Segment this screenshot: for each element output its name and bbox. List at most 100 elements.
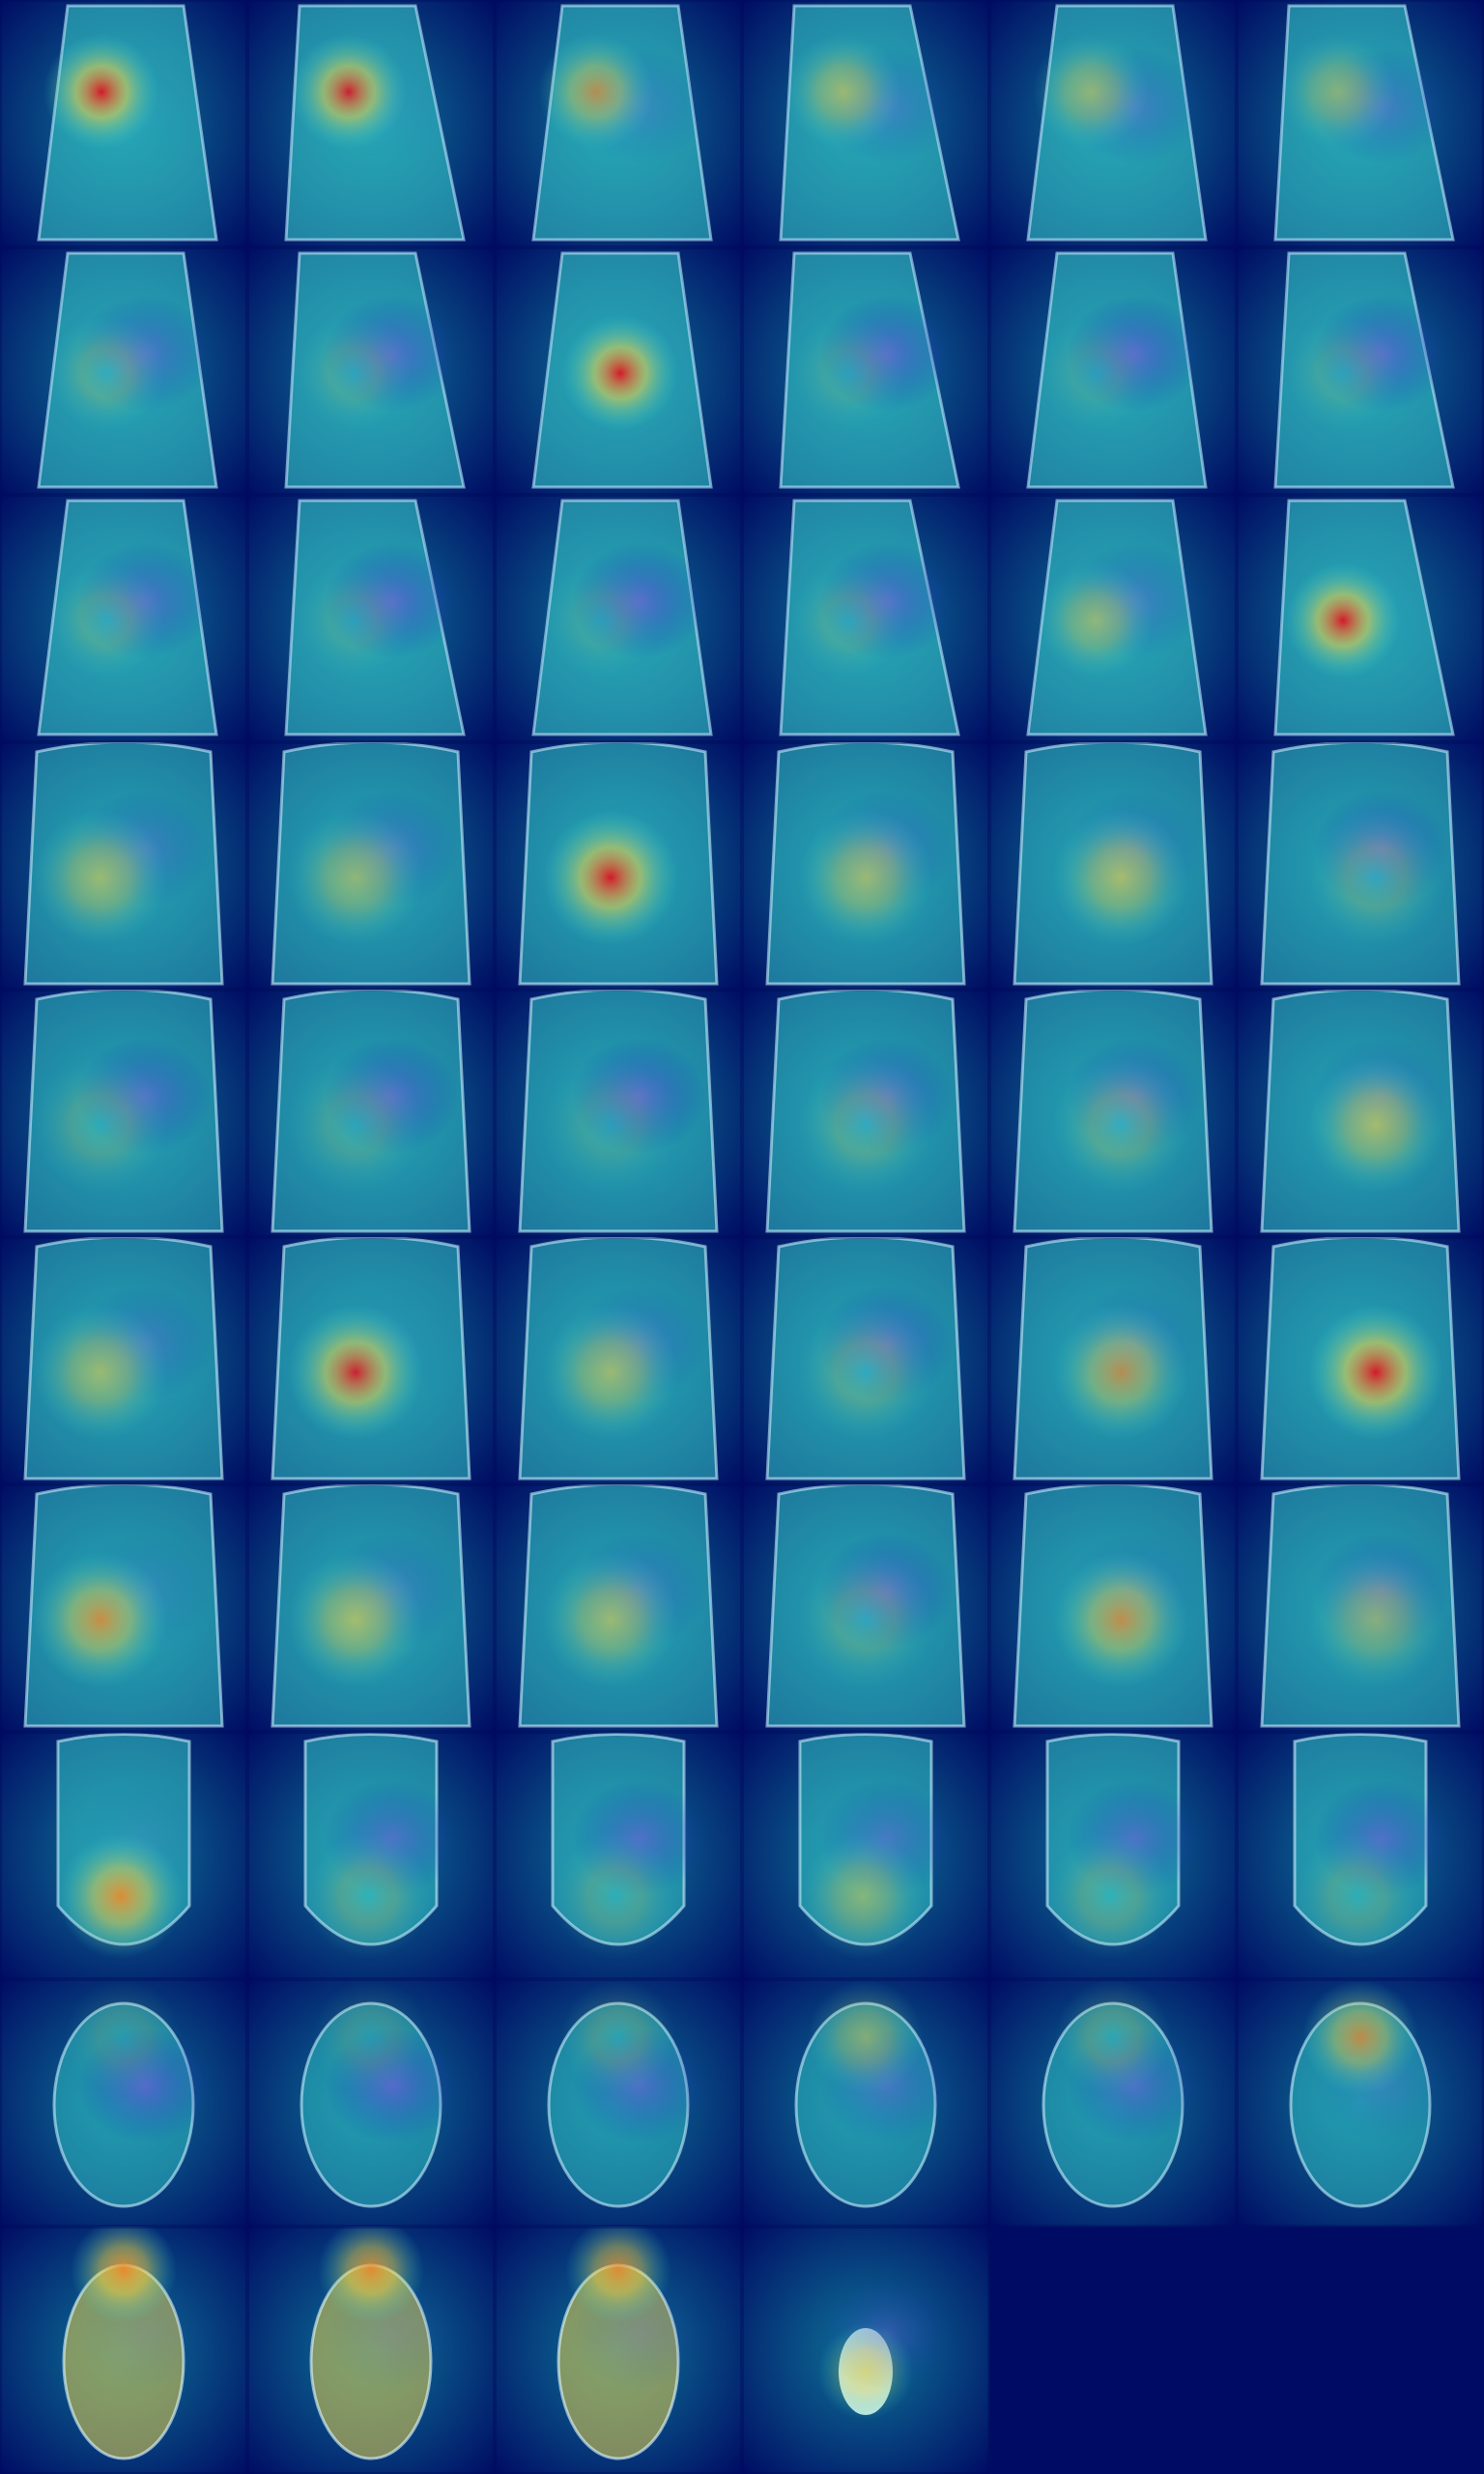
mri-slice-tile bbox=[989, 247, 1237, 495]
mri-slice-tile bbox=[989, 0, 1237, 247]
slice-image bbox=[495, 495, 742, 742]
mri-slice-tile bbox=[247, 0, 495, 247]
slice-image bbox=[247, 742, 495, 990]
slice-image bbox=[1237, 495, 1484, 742]
slice-image bbox=[495, 990, 742, 1237]
mri-slice-tile bbox=[1237, 0, 1484, 247]
slice-image bbox=[742, 0, 989, 247]
slice-image bbox=[247, 2227, 495, 2474]
slice-image bbox=[989, 1732, 1237, 1979]
mri-slice-tile bbox=[1237, 1237, 1484, 1484]
mri-slice-tile bbox=[989, 990, 1237, 1237]
mri-slice-tile bbox=[0, 990, 247, 1237]
slice-image bbox=[1237, 247, 1484, 495]
mri-slice-tile bbox=[495, 1484, 742, 1732]
slice-image bbox=[989, 1484, 1237, 1732]
mri-slice-tile bbox=[989, 742, 1237, 990]
slice-image bbox=[989, 1237, 1237, 1484]
slice-image bbox=[0, 1979, 247, 2227]
mri-slice-tile bbox=[0, 495, 247, 742]
slice-image bbox=[742, 1732, 989, 1979]
slice-image bbox=[1237, 1979, 1484, 2227]
mri-slice-tile bbox=[247, 990, 495, 1237]
slice-image bbox=[742, 247, 989, 495]
slice-image bbox=[742, 2227, 989, 2474]
mri-slice-tile bbox=[495, 0, 742, 247]
slice-image bbox=[0, 990, 247, 1237]
mri-slice-tile bbox=[989, 1237, 1237, 1484]
mri-slice-tile bbox=[989, 1732, 1237, 1979]
slice-image bbox=[247, 247, 495, 495]
slice-image bbox=[0, 2227, 247, 2474]
mri-slice-tile bbox=[742, 2227, 989, 2474]
mri-slice-tile bbox=[1237, 1484, 1484, 1732]
slice-image bbox=[989, 990, 1237, 1237]
slice-image bbox=[1237, 1484, 1484, 1732]
slice-image bbox=[989, 0, 1237, 247]
mri-slice-tile bbox=[247, 495, 495, 742]
slice-image bbox=[742, 742, 989, 990]
mri-slice-tile bbox=[247, 247, 495, 495]
mri-slice-tile bbox=[1237, 495, 1484, 742]
mri-slice-tile bbox=[742, 1237, 989, 1484]
mri-slice-tile bbox=[1237, 2227, 1484, 2474]
slice-image bbox=[495, 1732, 742, 1979]
slice-image bbox=[1237, 990, 1484, 1237]
slice-image bbox=[0, 495, 247, 742]
slice-image bbox=[742, 1979, 989, 2227]
mri-slice-tile bbox=[742, 0, 989, 247]
mri-slice-tile bbox=[1237, 990, 1484, 1237]
mri-slice-tile bbox=[0, 742, 247, 990]
slice-image bbox=[247, 0, 495, 247]
mri-slice-tile bbox=[495, 1732, 742, 1979]
slice-image bbox=[495, 2227, 742, 2474]
slice-image bbox=[1237, 1237, 1484, 1484]
mri-slice-tile bbox=[0, 247, 247, 495]
mri-slice-tile bbox=[0, 2227, 247, 2474]
slice-image bbox=[742, 1484, 989, 1732]
mri-slice-tile bbox=[742, 1484, 989, 1732]
mri-slice-tile bbox=[1237, 247, 1484, 495]
slice-image bbox=[1237, 1732, 1484, 1979]
slice-image bbox=[247, 1237, 495, 1484]
slice-image bbox=[495, 742, 742, 990]
mri-slice-tile bbox=[742, 742, 989, 990]
slice-image bbox=[989, 2227, 1237, 2474]
slice-image bbox=[989, 247, 1237, 495]
mri-slice-tile bbox=[989, 495, 1237, 742]
slice-image bbox=[247, 495, 495, 742]
slice-image bbox=[0, 1484, 247, 1732]
slice-image bbox=[1237, 2227, 1484, 2474]
mri-slice-tile bbox=[495, 1979, 742, 2227]
mri-slice-tile bbox=[989, 1979, 1237, 2227]
mri-slice-tile bbox=[247, 1732, 495, 1979]
slice-image bbox=[247, 1979, 495, 2227]
slice-image bbox=[742, 495, 989, 742]
slice-image bbox=[495, 1484, 742, 1732]
mri-slice-tile bbox=[247, 1979, 495, 2227]
mri-slice-tile bbox=[495, 742, 742, 990]
slice-image bbox=[742, 1237, 989, 1484]
slice-image bbox=[0, 1237, 247, 1484]
mri-slice-tile bbox=[742, 247, 989, 495]
slice-image bbox=[495, 1979, 742, 2227]
mri-slice-tile bbox=[495, 1237, 742, 1484]
slice-image bbox=[247, 1732, 495, 1979]
mri-slice-tile bbox=[247, 1484, 495, 1732]
slice-image bbox=[495, 247, 742, 495]
slice-image bbox=[495, 0, 742, 247]
mri-slice-tile bbox=[495, 990, 742, 1237]
slice-image bbox=[1237, 742, 1484, 990]
mri-slice-tile bbox=[0, 1237, 247, 1484]
slice-image bbox=[989, 495, 1237, 742]
mri-slice-tile bbox=[742, 990, 989, 1237]
slice-image bbox=[0, 0, 247, 247]
slice-image bbox=[247, 1484, 495, 1732]
mri-slice-tile bbox=[0, 1732, 247, 1979]
mri-slice-tile bbox=[1237, 742, 1484, 990]
mri-slice-tile bbox=[989, 1484, 1237, 1732]
slice-image bbox=[989, 1979, 1237, 2227]
mri-slice-tile bbox=[247, 2227, 495, 2474]
